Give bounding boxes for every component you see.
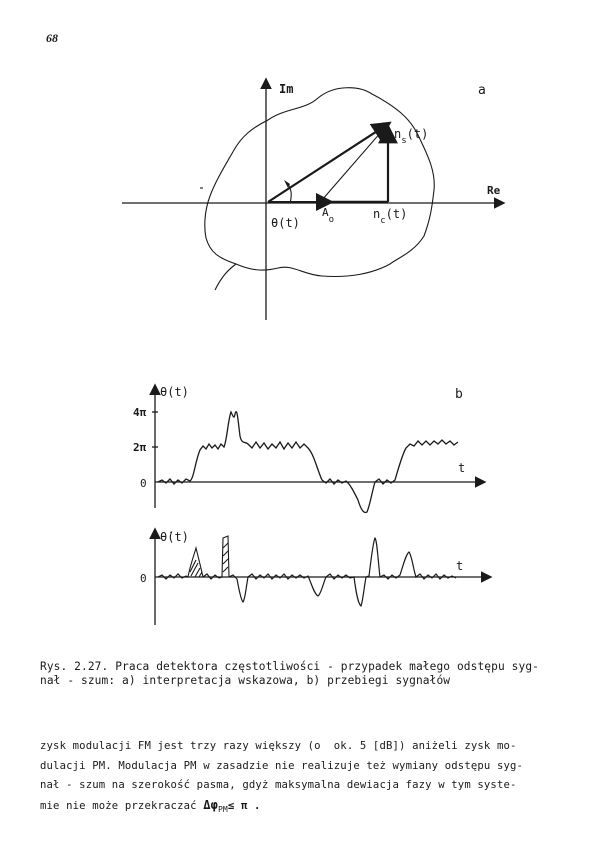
tick-label-0: 0 <box>140 477 147 490</box>
bottom-ylabel: θ̇(t) <box>160 530 189 544</box>
label-ns: ns(t) <box>394 127 428 146</box>
hatch-line <box>198 571 203 578</box>
body-line-text: mie nie może przekraczać <box>40 799 204 812</box>
hatch-line <box>222 550 229 557</box>
body-line: zysk modulacji FM jest trzy razy większy… <box>40 740 517 752</box>
label-ns-arg: (t) <box>407 127 429 141</box>
caption-line: nał - szum: a) interpretacja wskazowa, b… <box>40 674 451 687</box>
hatch-line <box>189 559 197 573</box>
label-a0-sub: o <box>329 215 334 225</box>
axis-label-re: Re <box>487 184 501 197</box>
hatch-line <box>222 558 229 565</box>
tick-label-4pi: 4π <box>133 406 147 419</box>
label-theta-t: θ(t) <box>271 216 300 230</box>
formula-subscript: PM <box>217 804 228 814</box>
body-line: nał - szum na szerokość pasma, gdyż maks… <box>40 779 517 791</box>
body-paragraph: zysk modulacji FM jest trzy razy większy… <box>40 737 588 819</box>
theta-dot-t-curve <box>157 536 457 607</box>
hatch-line <box>222 566 229 573</box>
label-ns-main: n <box>394 127 401 141</box>
body-line: dulacji PM. Modulacja PM w zasadzie nie … <box>40 759 524 772</box>
label-nc-sub: c <box>380 216 385 226</box>
hatch-line <box>194 567 201 578</box>
figure-caption: Rys. 2.27. Praca detektora częstotliwośc… <box>40 660 588 688</box>
label-a0-main: A <box>322 206 329 219</box>
axis-label-im: Im <box>279 82 293 96</box>
noise-region-contour <box>204 87 435 277</box>
hatch-line <box>222 542 229 549</box>
label-nc-arg: (t) <box>386 207 408 221</box>
bottom-tick-label-0: 0 <box>140 572 147 585</box>
formula-delta-phi: Δφ <box>203 797 218 812</box>
page-number: 68 <box>46 31 58 45</box>
panel-label-b: b <box>455 387 463 402</box>
label-ns-sub: s <box>401 136 406 146</box>
label-nc: nc(t) <box>373 207 407 226</box>
label-a0: Ao <box>322 206 334 225</box>
hatched-pulse-1 <box>187 545 204 578</box>
theta-arc-arrowhead <box>284 180 290 188</box>
hatch-line <box>190 562 199 577</box>
theta-dot-waveform-plot: θ̇(t) t 0 <box>140 527 493 625</box>
bottom-xlabel: t <box>456 559 463 573</box>
hatched-pulse-2 <box>221 535 230 578</box>
noise-region-tail <box>214 263 237 291</box>
body-line-last: mie nie może przekraczać ΔφPM≤ π . <box>40 796 588 820</box>
resultant-phasor <box>267 121 392 203</box>
noise-vector <box>321 122 390 201</box>
theta-t-curve <box>157 410 459 514</box>
theta-waveform-plot: θ(t) t b 4π 2π 0 <box>133 383 487 514</box>
caption-line: Rys. 2.27. Praca detektora częstotliwośc… <box>40 660 539 673</box>
top-ylabel: θ(t) <box>160 385 189 399</box>
formula-bound: ≤ π . <box>227 799 261 812</box>
phasor-diagram: Im Re a ns(t) nc(t) Ao θ(t) <box>122 77 506 320</box>
top-xlabel: t <box>458 461 465 475</box>
tick-label-2pi: 2π <box>133 441 147 454</box>
label-nc-main: n <box>373 207 380 221</box>
panel-label-a: a <box>478 83 486 98</box>
